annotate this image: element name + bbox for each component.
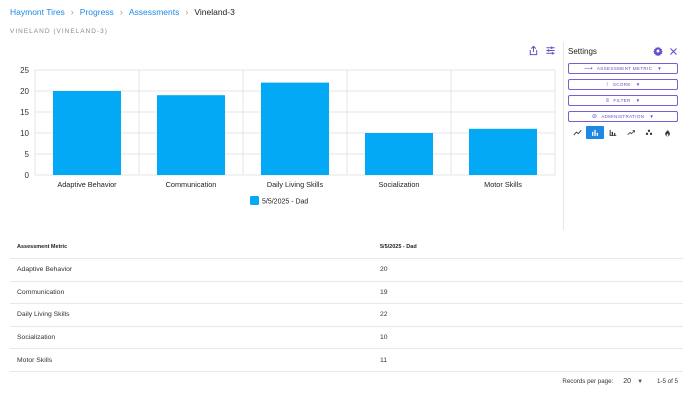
gear-icon[interactable] — [653, 46, 663, 56]
filter-button[interactable]: ≡ FILTER ▼ — [568, 95, 678, 106]
cell-value: 11 — [380, 356, 388, 364]
breadcrumb-current: Vineland-3 — [194, 7, 235, 17]
arrow-up-icon: ↑ — [605, 81, 609, 88]
cell-metric: Daily Living Skills — [17, 311, 70, 319]
chart-type-selector — [568, 126, 678, 139]
chart-type-line[interactable] — [568, 126, 586, 139]
x-tick-label: Daily Living Skills — [267, 180, 324, 189]
cell-value: 22 — [380, 311, 388, 319]
assessment-metric-button[interactable]: ⟶ ASSESSMENT METRIC ▼ — [568, 63, 678, 74]
arrow-right-icon: ⟶ — [584, 66, 593, 72]
table-header: Assessment Metric 5/5/2025 - Dad — [10, 236, 683, 259]
y-tick-label: 0 — [25, 171, 30, 180]
bar[interactable] — [365, 133, 433, 175]
chart-type-scatter[interactable] — [640, 126, 658, 139]
data-table: Assessment Metric 5/5/2025 - Dad Adaptiv… — [10, 236, 683, 372]
cell-metric: Communication — [17, 288, 65, 296]
x-tick-label: Adaptive Behavior — [57, 180, 117, 189]
table-row: Motor Skills 11 — [10, 349, 683, 372]
x-tick-label: Socialization — [379, 180, 420, 189]
column-header-metric[interactable]: Assessment Metric — [17, 244, 68, 250]
legend-label[interactable]: 5/5/2025 - Dad — [262, 199, 308, 206]
pagination-range: 1-5 of 5 — [657, 378, 678, 385]
caret-down-icon[interactable]: ▼ — [637, 378, 644, 385]
pagination: Records per page: 20 ▼ 1-5 of 5 — [0, 378, 678, 385]
cell-value: 20 — [380, 266, 388, 274]
chart-type-bar-alt[interactable] — [604, 126, 622, 139]
fire-icon — [664, 128, 670, 136]
breadcrumb-link-assessments[interactable]: Assessments — [128, 7, 180, 17]
caret-down-icon: ▼ — [649, 114, 655, 119]
table-row: Communication 19 — [10, 282, 683, 305]
table-row: Adaptive Behavior 20 — [10, 259, 683, 282]
y-tick-label: 15 — [20, 108, 29, 117]
bar-alt-icon — [609, 129, 617, 136]
chart-legend[interactable]: 5/5/2025 - Dad — [250, 196, 308, 206]
chart-labels: 0 5 10 15 20 25 Adaptive Behavior Communication… — [20, 66, 522, 189]
score-label: SCORE — [612, 82, 631, 87]
chart-bars — [53, 82, 537, 175]
settings-title: Settings — [568, 46, 597, 56]
bar-chart: 0 5 10 15 20 25 Adaptive Behavior Communication… — [20, 66, 556, 206]
chart-toolbar — [528, 45, 556, 56]
bar[interactable] — [53, 91, 121, 175]
records-per-page-label: Records per page: — [562, 378, 614, 385]
cell-metric: Adaptive Behavior — [17, 266, 73, 274]
y-tick-label: 5 — [25, 150, 30, 159]
breadcrumb-link-haymont-tires[interactable]: Haymont Tires — [10, 7, 65, 17]
y-tick-label: 25 — [20, 66, 29, 75]
share-icon[interactable] — [528, 45, 539, 56]
line-icon — [572, 129, 582, 136]
administration-label: ADMINISTRATION — [601, 114, 645, 119]
bar[interactable] — [157, 95, 225, 175]
trend-icon — [626, 130, 635, 136]
close-icon[interactable] — [669, 47, 678, 56]
x-tick-label: Communication — [166, 180, 217, 189]
settings-panel: Settings ⟶ ASSESSMENT METRIC ▼ ↑ SCORE ▼… — [568, 44, 678, 139]
chevron-right-icon: › — [70, 7, 74, 17]
cell-metric: Socialization — [17, 334, 56, 342]
table-row: Daily Living Skills 22 — [10, 304, 683, 327]
column-header-value[interactable]: 5/5/2025 - Dad — [380, 244, 417, 250]
cell-metric: Motor Skills — [17, 356, 53, 364]
table-row: Socialization 10 — [10, 327, 683, 350]
filter-label: FILTER — [613, 98, 631, 103]
scatter-icon — [645, 129, 653, 135]
assessment-metric-label: ASSESSMENT METRIC — [596, 66, 653, 71]
cell-value: 10 — [380, 334, 388, 342]
chart-type-heat[interactable] — [658, 126, 676, 139]
panel-divider — [563, 42, 564, 230]
y-tick-label: 10 — [20, 129, 29, 138]
score-button[interactable]: ↑ SCORE ▼ — [568, 79, 678, 90]
bar[interactable] — [469, 128, 537, 175]
page-subtitle: VINELAND (VINELAND-3) — [10, 28, 108, 35]
bar[interactable] — [261, 82, 329, 175]
chart-type-bar[interactable] — [586, 126, 604, 139]
bar-icon — [592, 129, 598, 136]
chevron-right-icon: › — [185, 7, 189, 17]
filter-icon: ≡ — [605, 97, 610, 104]
administration-button[interactable]: ⊘ ADMINISTRATION ▼ — [568, 111, 678, 122]
y-tick-label: 20 — [20, 87, 29, 96]
caret-down-icon: ▼ — [635, 82, 641, 87]
tune-icon[interactable] — [545, 45, 556, 56]
breadcrumb-link-progress[interactable]: Progress — [79, 7, 114, 17]
caret-down-icon: ▼ — [635, 98, 641, 103]
caret-down-icon: ▼ — [657, 66, 662, 71]
cell-value: 19 — [380, 288, 388, 296]
records-per-page-select[interactable]: 20 — [623, 378, 632, 385]
chevron-right-icon: › — [119, 7, 123, 17]
chart-type-trend[interactable] — [622, 126, 640, 139]
breadcrumb: Haymont Tires › Progress › Assessments ›… — [10, 7, 235, 17]
x-tick-label: Motor Skills — [484, 180, 522, 189]
link-off-icon: ⊘ — [591, 114, 598, 120]
legend-swatch[interactable] — [250, 196, 259, 205]
